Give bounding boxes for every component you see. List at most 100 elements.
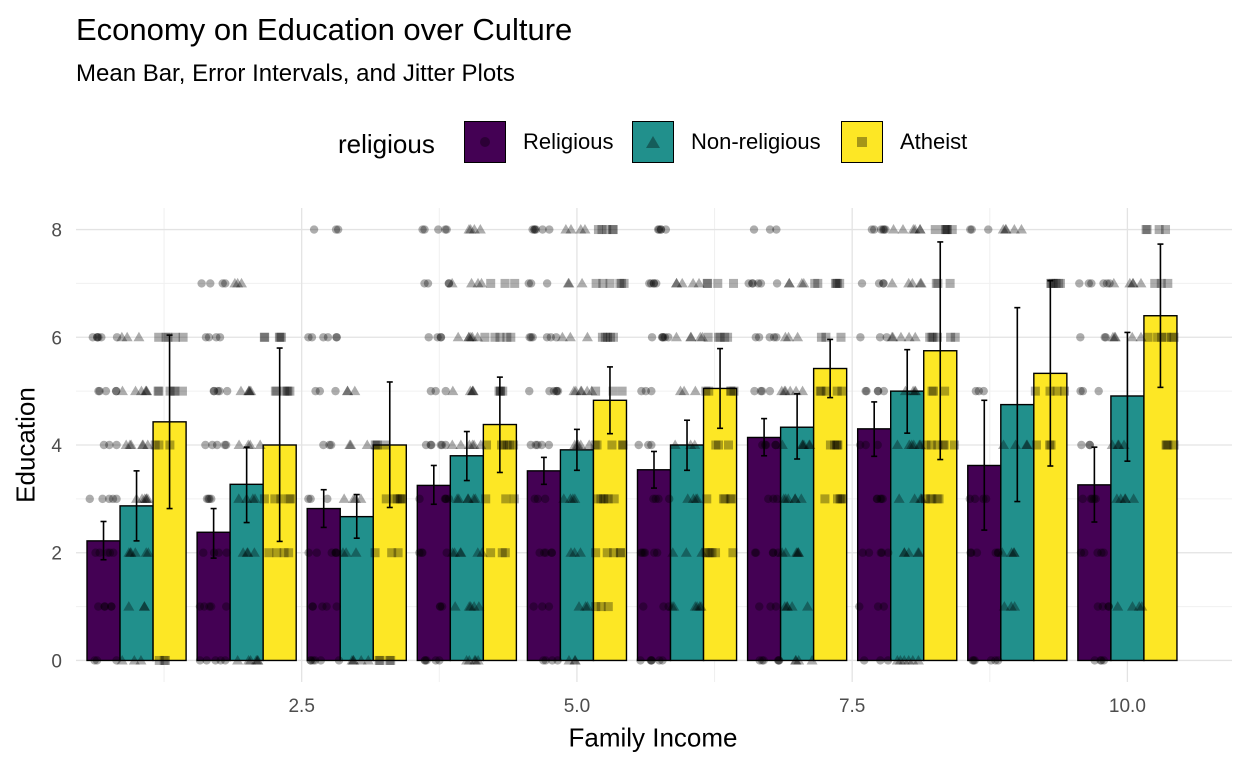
jitter-point <box>415 548 424 557</box>
jitter-point <box>304 494 313 504</box>
jitter-point <box>748 279 757 288</box>
jitter-point <box>967 548 976 557</box>
jitter-point <box>647 440 656 450</box>
jitter-point <box>921 440 931 450</box>
jitter-point <box>597 225 607 235</box>
jitter-point <box>832 386 842 396</box>
jitter-point <box>112 386 121 396</box>
jitter-point <box>718 494 728 504</box>
jitter-point <box>482 440 492 450</box>
jitter-point <box>473 601 485 611</box>
jitter-point <box>221 656 230 665</box>
jitter-point <box>1135 277 1147 288</box>
jitter-point <box>245 654 257 665</box>
legend-key-non-religious <box>632 121 674 163</box>
jitter-point <box>248 547 260 557</box>
jitter-point <box>774 656 784 665</box>
jitter-point <box>685 331 697 342</box>
jitter-point <box>899 385 911 396</box>
jitter-point <box>370 440 380 450</box>
jitter-point <box>603 494 613 504</box>
jitter-point <box>792 547 804 557</box>
jitter-point <box>396 494 406 504</box>
jitter-point <box>1078 494 1087 504</box>
jitter-point <box>898 547 910 557</box>
jitter-point <box>245 385 257 396</box>
jitter-point <box>609 494 619 504</box>
jitter-point <box>689 601 701 611</box>
jitter-point <box>221 279 230 288</box>
jitter-point <box>676 277 688 288</box>
jitter-point <box>581 601 593 611</box>
jitter-point <box>797 439 809 449</box>
jitter-point <box>792 331 804 342</box>
jitter-point <box>786 601 798 611</box>
jitter-point <box>776 385 788 396</box>
jitter-point <box>687 277 699 288</box>
jitter-point <box>783 277 795 288</box>
jitter-point <box>232 654 244 665</box>
jitter-point <box>636 548 646 557</box>
error-bar <box>937 241 944 461</box>
jitter-point <box>728 548 738 558</box>
jitter-point <box>434 225 443 234</box>
jitter-point <box>1080 548 1089 557</box>
jitter-point <box>886 277 898 288</box>
jitter-point <box>308 602 317 611</box>
jitter-point <box>540 494 550 504</box>
jitter-point <box>994 548 1003 557</box>
jitter-point <box>420 225 429 234</box>
jitter-point <box>830 278 840 288</box>
jitter-point <box>772 333 781 342</box>
jitter-point <box>701 386 711 396</box>
error-bar <box>276 347 283 543</box>
jitter-point <box>912 547 924 557</box>
jitter-point <box>605 332 615 342</box>
jitter-point <box>509 494 519 504</box>
jitter-point <box>286 494 296 504</box>
jitter-point <box>878 225 888 234</box>
jitter-point <box>1077 440 1086 450</box>
jitter-point <box>1021 439 1033 449</box>
jitter-point <box>466 439 478 449</box>
error-bar <box>981 399 988 531</box>
jitter-point <box>502 440 512 450</box>
jitter-point <box>116 385 128 396</box>
jitter-point <box>464 385 476 396</box>
x-tick-label: 2.5 <box>288 696 314 717</box>
jitter-point <box>729 278 739 288</box>
jitter-point <box>755 602 764 611</box>
legend-label-non-religious: Non-religious <box>691 129 821 154</box>
error-bar <box>320 488 327 529</box>
jitter-point <box>701 548 711 558</box>
jitter-point <box>916 493 928 503</box>
legend-label-atheist: Atheist <box>900 129 968 154</box>
jitter-point <box>750 386 759 396</box>
jitter-point <box>790 385 802 396</box>
legend-item-atheist: Atheist <box>841 121 967 163</box>
jitter-point <box>437 602 447 611</box>
jitter-point <box>552 386 561 396</box>
jitter-point <box>656 225 666 234</box>
jitter-point <box>319 333 328 342</box>
jitter-point <box>891 439 903 449</box>
jitter-point <box>325 440 334 450</box>
jitter-point <box>729 386 739 396</box>
jitter-point <box>1046 278 1056 288</box>
jitter-point <box>153 386 163 396</box>
jitter-point <box>927 386 937 396</box>
jitter-point <box>569 493 581 503</box>
jitter-point <box>879 225 889 234</box>
jitter-point <box>720 494 730 504</box>
jitter-point <box>891 654 903 665</box>
jitter-point <box>1060 386 1070 396</box>
jitter-point <box>837 386 847 396</box>
jitter-point <box>925 494 935 504</box>
jitter-point <box>872 494 882 504</box>
jitter-point <box>431 656 440 665</box>
bar <box>779 426 815 662</box>
jitter-point <box>816 332 826 342</box>
y-tick-label: 0 <box>51 651 62 672</box>
jitter-point <box>754 333 764 342</box>
jitter-point <box>331 548 340 557</box>
